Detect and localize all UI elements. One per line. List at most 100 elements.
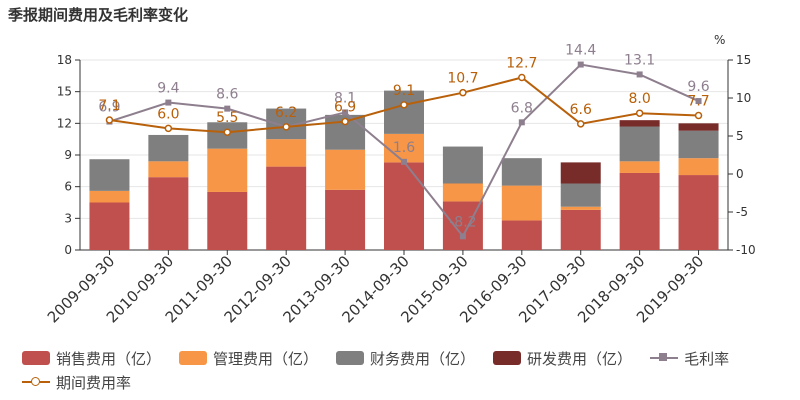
bar-segment xyxy=(325,189,366,250)
bar-segment xyxy=(89,202,130,250)
bar-segment xyxy=(560,209,601,250)
right-tick-label: 0 xyxy=(736,167,744,181)
left-tick-label: 12 xyxy=(57,116,72,130)
line-point xyxy=(223,128,232,136)
right-axis-unit: % xyxy=(714,33,725,47)
right-tick-label: 15 xyxy=(736,53,751,67)
data-label: 6.0 xyxy=(157,106,179,122)
line-point xyxy=(459,233,466,240)
bar-segment xyxy=(619,161,660,173)
line-point xyxy=(636,71,643,78)
legend-label-gross-margin: 毛利率 xyxy=(684,349,730,368)
bar-segment xyxy=(442,183,483,202)
bar-segment xyxy=(678,158,719,176)
bar-segment xyxy=(678,175,719,250)
legend-label-rnd: 研发费用（亿） xyxy=(527,349,633,368)
legend-label-sales: 销售费用（亿） xyxy=(56,349,162,368)
bar-segment xyxy=(266,166,307,250)
bar-segment xyxy=(619,126,660,162)
data-label: 10.7 xyxy=(447,71,478,87)
legend: 销售费用（亿） 管理费用（亿） 财务费用（亿） 研发费用（亿） 毛利率 期间费用… xyxy=(22,346,792,394)
left-tick-label: 18 xyxy=(57,53,72,67)
bar-segment xyxy=(325,149,366,190)
data-label: 9.6 xyxy=(687,79,709,95)
legend-swatch-rnd xyxy=(493,351,522,365)
line-point xyxy=(576,120,585,128)
line-point xyxy=(401,158,407,165)
legend-item-sales[interactable]: 销售费用（亿） xyxy=(22,348,161,369)
line-point xyxy=(165,99,172,106)
line-point xyxy=(400,101,408,109)
data-label: 8.0 xyxy=(629,91,651,107)
line-point xyxy=(342,109,349,116)
line-point xyxy=(577,61,584,68)
line-point xyxy=(695,98,702,105)
line-point xyxy=(518,73,526,82)
bar-segment xyxy=(148,161,189,178)
data-label: 5.5 xyxy=(216,110,238,126)
data-label: 8.1 xyxy=(334,90,356,106)
data-label: 8.6 xyxy=(216,87,238,103)
data-label: 6.9 xyxy=(98,100,120,116)
bar-segment xyxy=(619,120,660,127)
bar-segment xyxy=(560,206,601,210)
data-label: 7.1 xyxy=(98,98,120,114)
bar-segment xyxy=(89,159,130,191)
bar-segment xyxy=(148,177,189,250)
bar-segment xyxy=(501,220,542,250)
line-point xyxy=(694,111,703,120)
bar-segment xyxy=(678,123,719,131)
data-label: 9.4 xyxy=(157,81,179,97)
legend-label-expense-rate: 期间费用率 xyxy=(56,373,132,392)
data-label: 7.7 xyxy=(687,93,709,109)
legend-item-rnd[interactable]: 研发费用（亿） xyxy=(493,348,632,369)
line-point xyxy=(224,105,231,112)
data-label: 9.1 xyxy=(393,83,415,99)
bar-segment xyxy=(148,134,189,162)
legend-item-admin[interactable]: 管理费用（亿） xyxy=(179,348,318,369)
left-tick-label: 15 xyxy=(57,85,72,99)
bar-segment xyxy=(89,190,130,203)
bar-segment xyxy=(442,146,483,184)
left-tick-label: 6 xyxy=(64,180,72,194)
line-point xyxy=(164,124,173,133)
data-label: 14.4 xyxy=(565,43,596,59)
legend-item-gross-margin[interactable]: 毛利率 xyxy=(650,348,729,369)
line-point xyxy=(282,123,290,131)
legend-label-admin: 管理费用（亿） xyxy=(213,349,319,368)
line-point xyxy=(518,119,525,126)
chart-title: 季报期间费用及毛利率变化 xyxy=(8,6,189,24)
right-tick-label: 10 xyxy=(736,91,751,105)
chart-area: 0369121518-10-5051015%2009-09-302010-09-… xyxy=(44,33,756,326)
bar-segment xyxy=(384,133,424,163)
data-label: 6.9 xyxy=(334,100,356,116)
data-label: 13.1 xyxy=(624,52,655,68)
bar-segment xyxy=(560,162,601,184)
legend-item-finance[interactable]: 财务费用（亿） xyxy=(336,348,475,369)
legend-item-expense-rate[interactable]: 期间费用率 xyxy=(22,372,131,393)
data-label: 12.7 xyxy=(506,55,537,71)
left-tick-label: 0 xyxy=(64,243,72,257)
bar-segment xyxy=(207,191,248,250)
legend-swatch-admin xyxy=(179,351,208,365)
bar-segment xyxy=(207,148,248,192)
left-tick-label: 3 xyxy=(64,211,72,225)
legend-swatch-expense-rate xyxy=(22,375,50,389)
bar-segment xyxy=(501,158,542,186)
data-label: 6.2 xyxy=(275,105,297,121)
legend-label-finance: 财务费用（亿） xyxy=(370,349,476,368)
data-label: 1.6 xyxy=(393,140,415,156)
line-point xyxy=(635,109,644,117)
data-label: 6.8 xyxy=(511,100,533,116)
line-point xyxy=(459,88,467,97)
right-tick-label: -10 xyxy=(736,243,756,257)
bar-segment xyxy=(501,185,542,221)
bar-segment xyxy=(266,139,307,167)
left-tick-label: 9 xyxy=(64,148,72,162)
bar-segment xyxy=(384,90,424,134)
bar-segment xyxy=(678,130,719,159)
bar-segment xyxy=(619,172,660,250)
right-tick-label: -5 xyxy=(736,205,748,219)
data-label: 6.2 xyxy=(275,105,297,121)
legend-swatch-gross-margin xyxy=(650,351,679,365)
